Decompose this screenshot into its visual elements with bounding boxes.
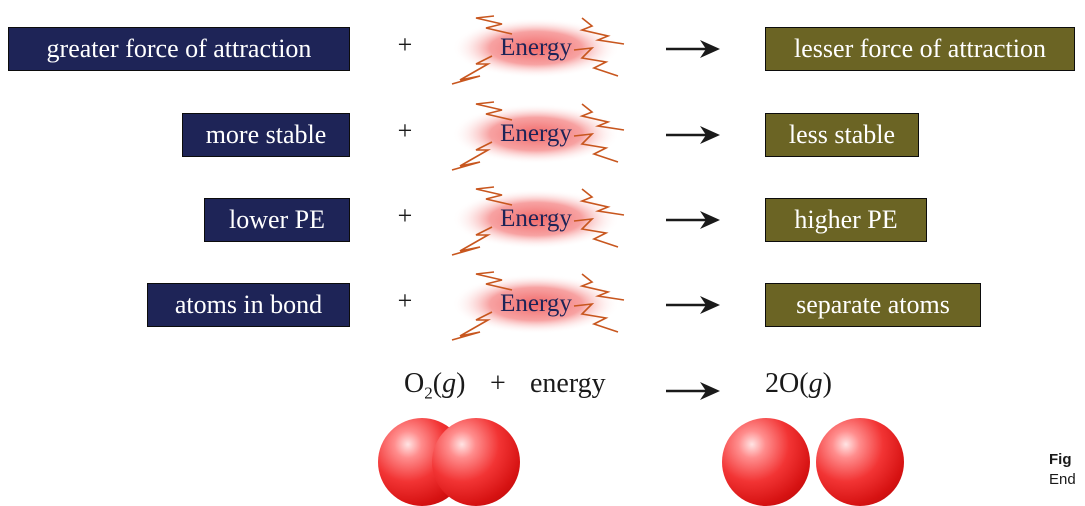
left-box-atoms-in-bond: atoms in bond: [147, 283, 350, 327]
reactant-symbol: O: [404, 368, 425, 399]
reactant-state: g: [442, 368, 457, 399]
product-paren-close: ): [822, 368, 832, 399]
oxygen-atom-separate-left: [722, 418, 810, 506]
right-box-separate-atoms: separate atoms: [765, 283, 981, 327]
energy-burst: Energy: [432, 10, 632, 86]
left-box-lower-pe: lower PE: [204, 198, 350, 242]
plus-sign: +: [397, 286, 413, 315]
right-box-lesser-force: lesser force of attraction: [765, 27, 1075, 71]
product-paren-open: (: [799, 368, 809, 399]
energy-burst: Energy: [432, 96, 632, 172]
energy-label: Energy: [500, 34, 572, 61]
equation-reactant: O2(g): [404, 368, 465, 404]
plus-sign: +: [397, 30, 413, 59]
reaction-arrow: [666, 210, 720, 230]
energy-burst: Energy: [432, 266, 632, 342]
reaction-arrow: [666, 39, 720, 59]
energy-label: Energy: [500, 290, 572, 317]
reaction-arrow: [666, 295, 720, 315]
product-coefficient: 2O: [765, 368, 800, 399]
product-state: g: [808, 368, 823, 399]
reactant-subscript: 2: [424, 383, 433, 403]
figure-caption: Fig End: [1049, 450, 1085, 490]
caption-text: End: [1049, 471, 1076, 488]
equation-product: 2O(g): [765, 368, 832, 400]
plus-sign: +: [397, 116, 413, 145]
oxygen-atom-bonded-right: [432, 418, 520, 506]
reactant-paren-close: ): [456, 368, 466, 399]
energy-burst: Energy: [432, 181, 632, 257]
energy-label: Energy: [500, 120, 572, 147]
energy-label: Energy: [500, 205, 572, 232]
right-box-less-stable: less stable: [765, 113, 919, 157]
reaction-arrow: [666, 125, 720, 145]
reactant-paren-open: (: [432, 368, 443, 399]
left-box-greater-force: greater force of attraction: [8, 27, 350, 71]
equation-plus: +: [490, 368, 506, 399]
caption-title: Fig: [1049, 451, 1072, 468]
plus-sign: +: [397, 201, 413, 230]
equation-energy: energy: [530, 368, 606, 399]
equation-arrow: [666, 381, 720, 401]
oxygen-atom-separate-right: [816, 418, 904, 506]
left-box-more-stable: more stable: [182, 113, 350, 157]
right-box-higher-pe: higher PE: [765, 198, 927, 242]
